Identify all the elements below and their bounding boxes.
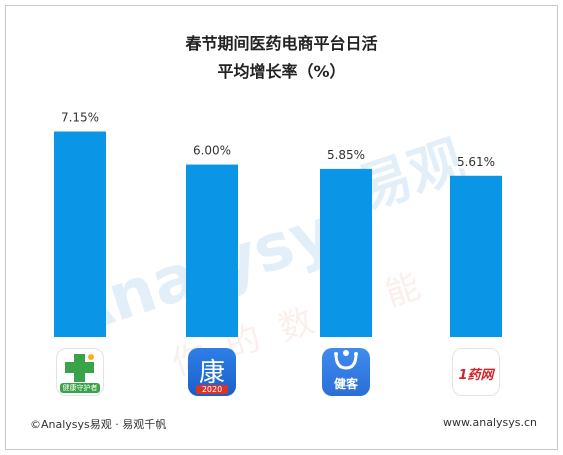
kang-year: 2020 (196, 385, 228, 394)
bar-chart: 7.15% 6.00% 5.85% 5.61% (54, 111, 502, 337)
jianke-app-icon: 健客 (322, 348, 370, 396)
kang-char: 康 (198, 358, 225, 388)
footer-url: www.analysys.cn (443, 416, 537, 429)
bar-2 (320, 168, 372, 337)
jianke-label: 健客 (333, 377, 358, 391)
chart-card: Analysys 易观 你的数据能 春节期间医药电商平台日活 平均增长率（%） … (5, 5, 558, 450)
green-cross-icon (65, 354, 94, 382)
bar-value-label-1: 6.00% (193, 144, 231, 158)
kang-app-icon: 康 2020 (188, 348, 236, 396)
stethoscope-icon (334, 350, 358, 370)
jiankang-shouhuzhe-app-icon: 健康守护者 (56, 348, 104, 396)
chart-title: 春节期间医药电商平台日活 平均增长率（%） (6, 30, 557, 86)
bar-3 (450, 175, 502, 337)
bar-value-label-0: 7.15% (61, 111, 99, 125)
yiyaowang-app-icon: 1药网 (452, 348, 500, 396)
chart-title-line2: 平均增长率（%） (217, 62, 346, 81)
bar-0 (54, 131, 106, 337)
yiyaowang-label: 1药网 (458, 368, 494, 383)
bar-1 (186, 164, 238, 337)
icon1-label: 健康守护者 (60, 383, 100, 393)
chart-title-line1: 春节期间医药电商平台日活 (185, 34, 378, 53)
footer-source: ©Analysys易观 · 易观千帆 (30, 418, 167, 431)
bar-value-label-3: 5.61% (457, 155, 495, 169)
bar-value-label-2: 5.85% (327, 148, 365, 162)
